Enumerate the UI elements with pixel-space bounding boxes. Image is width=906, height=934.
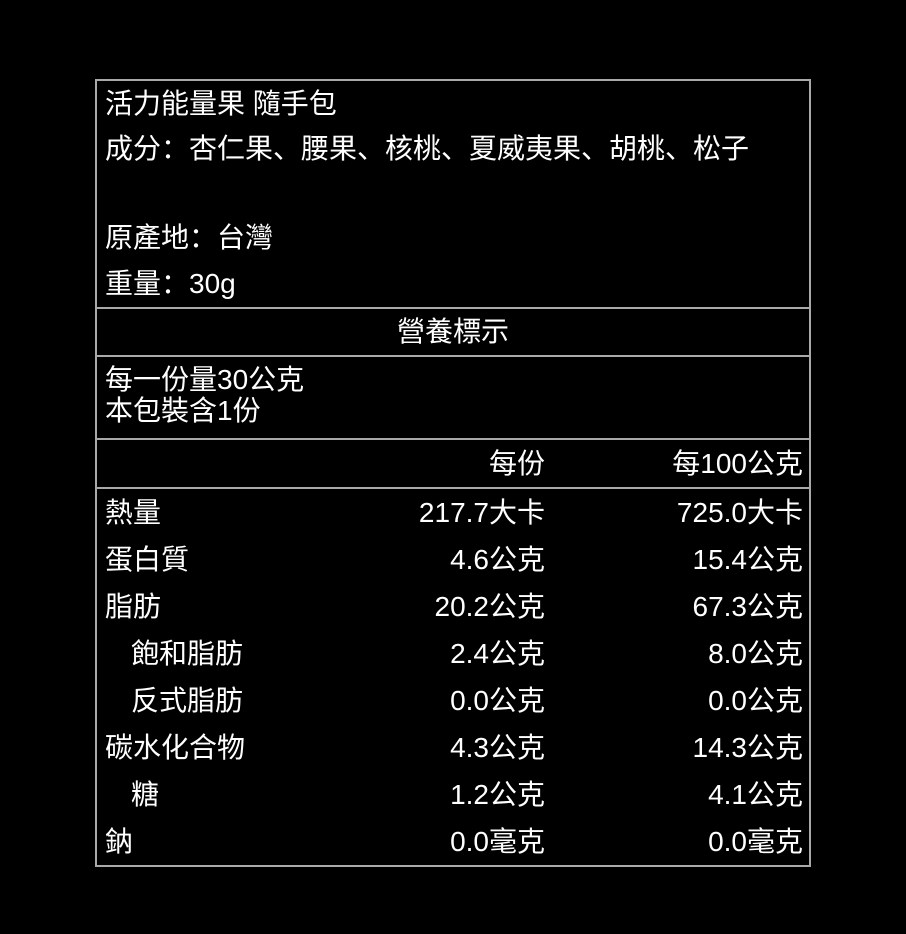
nutrient-row: 蛋白質 4.6公克 15.4公克 xyxy=(97,536,809,583)
nutrient-name: 蛋白質 xyxy=(105,544,190,575)
nutrient-name: 碳水化合物 xyxy=(105,732,246,763)
nutrient-rows: 熱量 217.7大卡 725.0大卡蛋白質 4.6公克 15.4公克脂肪 20.2公克 67… xyxy=(97,487,809,865)
nutrient-row: 熱量 217.7大卡 725.0大卡 xyxy=(97,489,809,536)
per-serving-value: 217.7大卡 xyxy=(418,497,545,528)
nutrient-row: 脂肪 20.2公克 67.3公克 xyxy=(97,583,809,630)
nutrient-name: 熱量 xyxy=(105,497,162,528)
per-100g-value: 4.1公克 xyxy=(708,779,803,810)
serving-size: 每一份量30公克 xyxy=(105,364,305,395)
nutrient-name: 糖 xyxy=(131,779,160,810)
per-serving-value: 2.4公克 xyxy=(450,638,545,669)
column-header: 每份 每100公克 xyxy=(97,438,809,487)
per-100g-value: 0.0公克 xyxy=(708,685,803,716)
nutrient-row: 飽和脂肪 2.4公克 8.0公克 xyxy=(97,630,809,677)
nutrition-title: 營養標示 xyxy=(97,307,809,355)
col-per-100g: 每100公克 xyxy=(672,448,803,479)
nutrient-row: 反式脂肪 0.0公克 0.0公克 xyxy=(97,677,809,724)
nutrient-row: 糖 1.2公克 4.1公克 xyxy=(97,771,809,818)
origin: 原產地：台灣 xyxy=(105,222,274,253)
per-100g-value: 14.3公克 xyxy=(692,732,804,763)
nutrient-row: 碳水化合物 4.3公克 14.3公克 xyxy=(97,724,809,771)
product-name: 活力能量果 隨手包 xyxy=(105,88,337,119)
per-serving-value: 0.0毫克 xyxy=(450,826,545,857)
per-100g-value: 67.3公克 xyxy=(692,591,804,622)
nutrient-name: 反式脂肪 xyxy=(131,685,244,716)
per-serving-value: 1.2公克 xyxy=(450,779,545,810)
nutrient-name: 飽和脂肪 xyxy=(131,638,244,669)
per-100g-value: 0.0毫克 xyxy=(708,826,803,857)
per-100g-value: 15.4公克 xyxy=(692,544,804,575)
per-serving-value: 4.3公克 xyxy=(450,732,545,763)
per-serving-value: 4.6公克 xyxy=(450,544,545,575)
per-100g-value: 725.0大卡 xyxy=(676,497,803,528)
servings-per-package: 本包裝含1份 xyxy=(105,395,261,426)
serving-info: 每一份量30公克 本包裝含1份 xyxy=(97,355,809,438)
nutrient-name: 脂肪 xyxy=(105,591,162,622)
weight: 重量：30g xyxy=(105,268,236,299)
ingredients: 成分：杏仁果、腰果、核桃、夏威夷果、胡桃、松子 xyxy=(105,133,750,164)
nutrition-label: 活力能量果 隨手包 成分：杏仁果、腰果、核桃、夏威夷果、胡桃、松子 原產地：台灣… xyxy=(95,79,811,867)
nutrient-row: 鈉 0.0毫克 0.0毫克 xyxy=(97,818,809,865)
col-per-serving: 每份 xyxy=(488,448,545,479)
per-100g-value: 8.0公克 xyxy=(708,638,803,669)
per-serving-value: 20.2公克 xyxy=(434,591,546,622)
per-serving-value: 0.0公克 xyxy=(450,685,545,716)
nutrient-name: 鈉 xyxy=(105,826,134,857)
